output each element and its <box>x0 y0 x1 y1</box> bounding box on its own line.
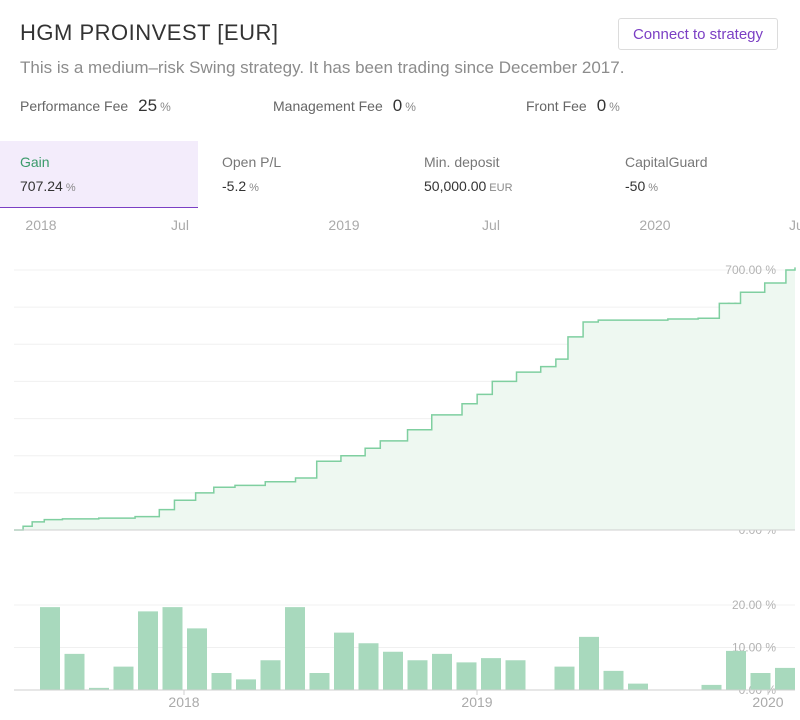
performance-fee-label: Performance Fee <box>20 98 129 114</box>
performance-fee: Performance Fee 25% <box>20 96 171 116</box>
tab-min-deposit[interactable]: Min. deposit 50,000.00 EUR <box>404 141 602 207</box>
bar-mark <box>554 666 575 690</box>
bar-mark <box>285 607 305 690</box>
min-deposit-value: 50,000.00 EUR <box>424 178 513 194</box>
capitalguard-value: -50% <box>625 178 658 194</box>
bar-y-tick-label: 20.00 % <box>732 598 776 612</box>
gain-y-tick-label: 700.00 % <box>725 263 776 277</box>
top-x-tick-label: 2018 <box>25 217 56 233</box>
fees-row: Performance Fee 25% Management Fee 0% Fron… <box>0 96 800 122</box>
tab-gain[interactable]: Gain 707.24% <box>0 141 198 208</box>
bar-mark <box>138 611 158 690</box>
bar-mark <box>505 660 526 690</box>
bar-mark <box>236 679 256 690</box>
performance-fee-value: 25 <box>138 96 158 115</box>
tab-capitalguard[interactable]: CapitalGuard -50% <box>605 141 800 207</box>
bar-mark <box>89 687 109 690</box>
open-pl-unit: % <box>249 182 259 194</box>
bar-mark <box>358 643 379 690</box>
open-pl-value: -5.2% <box>222 178 259 194</box>
front-fee-value: 0 <box>596 96 607 115</box>
min-deposit-number: 50,000.00 <box>424 178 487 194</box>
front-fee: Front Fee 0% <box>526 96 620 116</box>
bar-mark <box>701 684 722 690</box>
min-deposit-unit: EUR <box>489 182 513 194</box>
bottom-x-tick-label: 2020 <box>752 694 783 710</box>
front-fee-label: Front Fee <box>526 98 587 114</box>
gain-series-line <box>14 267 796 531</box>
bar-mark <box>628 683 648 690</box>
bar-mark <box>40 607 60 690</box>
top-x-tick-label: 2020 <box>639 217 670 233</box>
bar-mark <box>750 673 771 690</box>
bar-mark <box>211 673 232 690</box>
capitalguard-label: CapitalGuard <box>625 154 708 170</box>
management-fee-value: 0 <box>392 96 403 115</box>
bottom-x-tick-label: 2019 <box>461 694 492 710</box>
performance-fee-unit: % <box>160 100 171 114</box>
stats-tabs: Gain 707.24% Open P/L -5.2% Min. deposit… <box>0 141 800 208</box>
top-x-tick-label: Jul <box>482 217 500 233</box>
page-title: HGM PROINVEST [EUR] <box>20 20 279 45</box>
capitalguard-unit: % <box>648 182 659 194</box>
bar-mark <box>162 607 183 690</box>
gain-unit: % <box>65 182 76 194</box>
management-fee-unit: % <box>405 100 416 114</box>
strategy-description: This is a medium–risk Swing strategy. It… <box>20 58 625 77</box>
front-fee-unit: % <box>609 100 620 114</box>
bar-mark <box>383 651 403 690</box>
bar-mark <box>432 653 452 690</box>
bar-mark <box>309 673 330 690</box>
bar-mark <box>113 666 134 690</box>
bar-mark <box>726 650 746 690</box>
top-x-tick-label: Jul <box>171 217 189 233</box>
bar-mark <box>775 667 795 690</box>
gain-area-fill <box>14 267 795 530</box>
open-pl-number: -5.2 <box>222 178 247 194</box>
connect-to-strategy-button[interactable]: Connect to strategy <box>618 18 778 50</box>
top-x-tick-label: Jul <box>789 217 800 233</box>
tab-open-pl[interactable]: Open P/L -5.2% <box>202 141 400 207</box>
capitalguard-number: -50 <box>625 178 646 194</box>
bar-mark <box>481 658 501 690</box>
top-x-tick-label: 2019 <box>328 217 359 233</box>
bottom-x-tick-label: 2018 <box>168 694 199 710</box>
bar-mark <box>334 632 354 690</box>
bar-mark <box>579 636 599 690</box>
open-pl-label: Open P/L <box>222 154 282 170</box>
min-deposit-label: Min. deposit <box>424 154 500 170</box>
gain-label: Gain <box>20 154 50 170</box>
bar-mark <box>456 662 477 690</box>
management-fee-label: Management Fee <box>273 98 383 114</box>
bar-mark <box>64 653 85 690</box>
bar-mark <box>407 660 428 690</box>
management-fee: Management Fee 0% <box>273 96 416 116</box>
bar-mark <box>603 670 624 690</box>
bar-mark <box>260 660 281 690</box>
gain-value: 707.24% <box>20 178 76 194</box>
gain-number: 707.24 <box>20 178 63 194</box>
bar-mark <box>187 628 207 690</box>
